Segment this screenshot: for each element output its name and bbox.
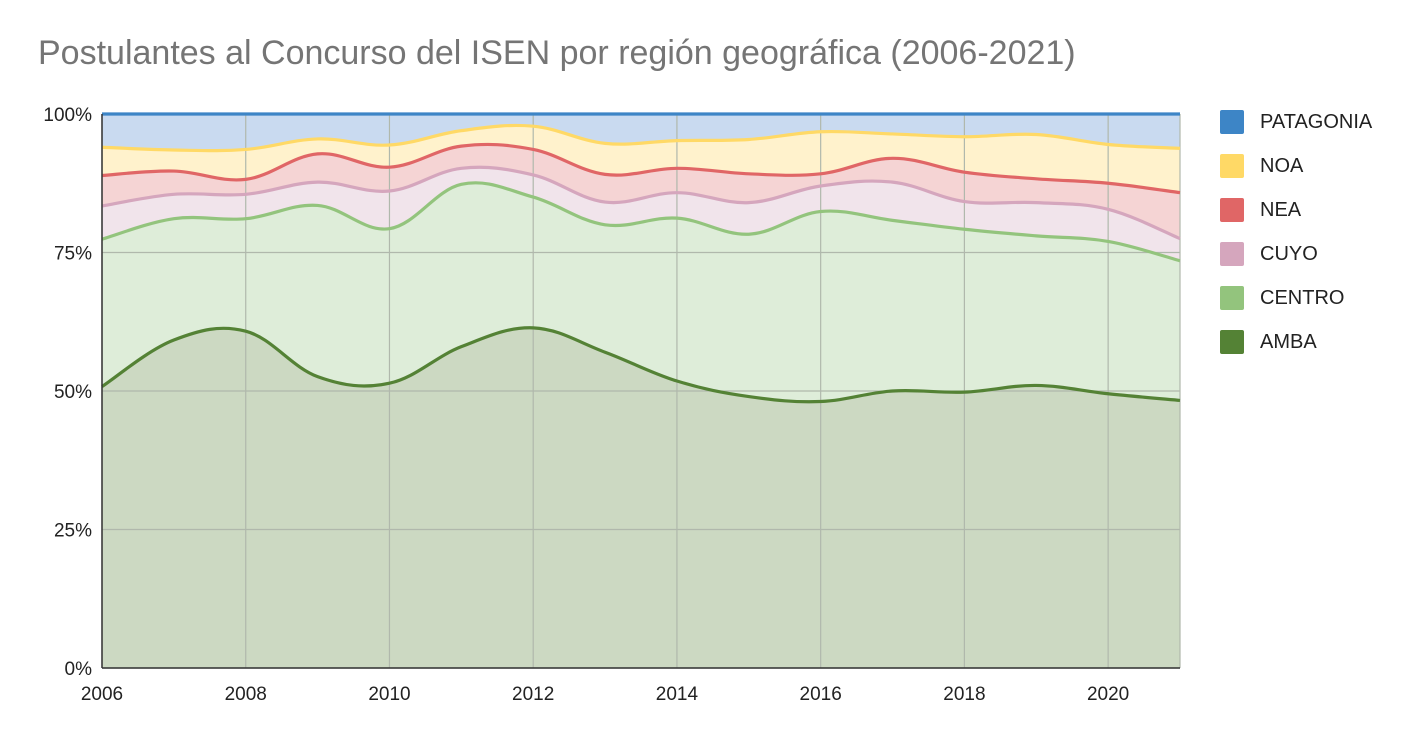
y-tick-label: 75% (54, 244, 92, 265)
area-centro (102, 182, 1180, 402)
y-tick-label: 100% (43, 105, 92, 126)
series-line-nea (101, 142, 1181, 195)
y-tick-label: 0% (65, 659, 93, 680)
legend-item-cuyo: CUYO (1220, 232, 1372, 276)
x-tick-label: 2020 (1087, 684, 1129, 705)
area-noa (102, 125, 1180, 193)
legend-label: CUYO (1260, 242, 1318, 265)
x-tick-label: 2012 (512, 684, 554, 705)
x-tick-label: 2010 (368, 684, 410, 705)
legend-label: NEA (1260, 198, 1302, 221)
axis-layer: 0% 25% 50% 75% 100% 2006 2008 2010 2012 2014 2016 2… (43, 105, 1180, 705)
x-tick-label: 2016 (800, 684, 842, 705)
legend-swatch (1220, 198, 1244, 222)
series-line-amba (101, 326, 1181, 404)
legend-swatch (1220, 110, 1244, 134)
y-tick-label: 25% (54, 521, 92, 542)
areas-layer (102, 114, 1180, 668)
x-tick-label: 2006 (81, 684, 123, 705)
lines-layer (101, 112, 1181, 404)
y-tick-label: 50% (54, 382, 92, 403)
legend-item-amba: AMBA (1220, 320, 1372, 364)
legend-swatch (1220, 242, 1244, 266)
legend-item-nea: NEA (1220, 188, 1372, 232)
x-tick-label: 2018 (943, 684, 985, 705)
series-line-centro (101, 181, 1181, 263)
legend-item-centro: CENTRO (1220, 276, 1372, 320)
legend-item-noa: NOA (1220, 144, 1372, 188)
legend-label: NOA (1260, 154, 1304, 177)
legend-swatch (1220, 154, 1244, 178)
area-patagonia (102, 114, 1180, 151)
legend-label: AMBA (1260, 330, 1317, 353)
legend-swatch (1220, 286, 1244, 310)
chart-title: Postulantes al Concurso del ISEN por reg… (38, 34, 1076, 72)
series-line-cuyo (101, 165, 1181, 241)
series-line-noa (101, 123, 1181, 153)
area-nea (102, 144, 1180, 239)
legend-swatch (1220, 330, 1244, 354)
x-tick-label: 2008 (225, 684, 267, 705)
area-cuyo (102, 167, 1180, 261)
x-tick-label: 2014 (656, 684, 699, 705)
legend-item-patagonia: PATAGONIA (1220, 100, 1372, 144)
legend-label: CENTRO (1260, 286, 1345, 309)
legend-label: PATAGONIA (1260, 110, 1373, 133)
area-amba (102, 327, 1180, 668)
legend: PATAGONIA NOA NEA CUYO CENTRO AMBA (1220, 100, 1372, 364)
